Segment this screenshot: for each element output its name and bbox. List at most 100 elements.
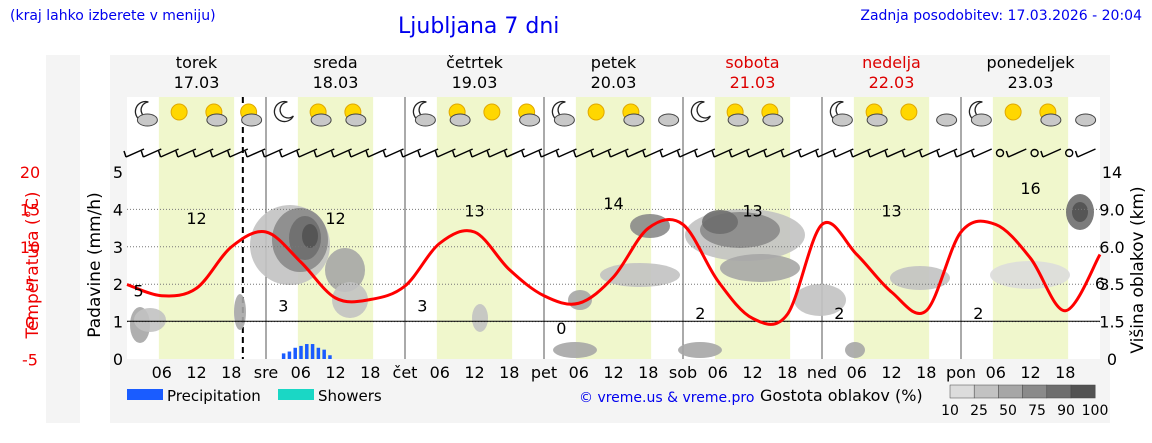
precip-axis-tick: 0	[113, 350, 123, 369]
precip-axis-tick: 1	[113, 313, 123, 332]
cloud-area	[600, 263, 680, 287]
hour-tick: 12	[742, 363, 762, 382]
density-legend-swatch	[1046, 384, 1072, 399]
cloud-area	[234, 294, 246, 330]
precip-legend-swatch	[127, 389, 163, 400]
daylight-band	[158, 97, 235, 359]
wind-barb-icon	[832, 148, 854, 158]
wind-barb-icon	[261, 148, 283, 158]
cloud-area	[332, 282, 368, 318]
precip-axis-label: Padavine (mm/h)	[85, 192, 105, 337]
cloud-axis-tick: 1.5	[1099, 313, 1124, 332]
wind-barb-icon	[123, 148, 145, 158]
precip-legend-label: Precipitation	[167, 387, 261, 405]
hour-tick: 06	[152, 363, 172, 382]
temp-label: 2	[834, 304, 844, 323]
wind-barb-icon	[711, 148, 733, 158]
precip-bar	[281, 353, 286, 359]
temp-label: 13	[742, 202, 762, 221]
cloud-axis-tick: 6.0	[1099, 238, 1124, 257]
day-name: torek	[176, 53, 218, 72]
wind-barb-icon	[434, 148, 456, 158]
temp-axis-tick: -5	[22, 351, 38, 370]
wind-barb-icon	[970, 148, 993, 158]
hour-tick: 06	[569, 363, 589, 382]
wind-calm-icon	[1030, 148, 1039, 158]
hour-tick: 12	[325, 363, 345, 382]
cloud-icon	[241, 113, 263, 127]
temp-label: 6	[1095, 274, 1105, 293]
wind-barb-icon	[348, 148, 370, 158]
wind-barb-icon	[1040, 148, 1062, 158]
temp-axis-tick: 10	[20, 238, 40, 257]
precip-bar	[287, 351, 292, 359]
wind-barb-icon	[763, 148, 785, 158]
cloud-icon	[1075, 113, 1097, 127]
wind-barb-icon	[1074, 148, 1096, 158]
cloud-icon	[345, 113, 367, 127]
temp-label: 5	[133, 282, 143, 301]
density-legend-title: Gostota oblakov (%)	[760, 386, 923, 405]
temp-label: 13	[464, 202, 484, 221]
sun-icon	[483, 103, 501, 121]
cloud-axis-label: Višina oblakov (km)	[1128, 186, 1148, 353]
hour-tick: 06	[847, 363, 867, 382]
density-legend-swatch	[998, 384, 1023, 399]
hour-tick: 06	[708, 363, 728, 382]
density-legend-value: 90	[1057, 403, 1075, 419]
wind-barb-icon	[867, 148, 889, 158]
wind-barb-icon	[313, 148, 335, 158]
wind-barb-icon	[503, 148, 525, 158]
hour-tick: 12	[881, 363, 901, 382]
wind-barb-icon	[1005, 148, 1027, 158]
wind-barb-icon	[469, 148, 491, 158]
sun-icon	[170, 103, 188, 121]
cloud-area	[678, 342, 722, 358]
temp-axis-tick: 20	[20, 163, 40, 182]
cloud-icon	[658, 113, 680, 127]
wind-barb-icon	[382, 148, 404, 158]
hour-tick: 18	[916, 363, 936, 382]
temp-label: 13	[881, 202, 901, 221]
density-legend-value: 50	[999, 403, 1017, 419]
hour-tick: 18	[1055, 363, 1075, 382]
wind-barb-icon	[624, 148, 647, 158]
temperature-line	[126, 218, 1102, 326]
cloud-icon	[414, 113, 436, 127]
cloud-area	[134, 308, 166, 332]
cloud-icon	[727, 113, 749, 127]
cloud-axis-tick: 3.5	[1099, 275, 1124, 294]
cloud-area	[845, 342, 865, 358]
header-note: (kraj lahko izberete v meniju)	[10, 8, 216, 24]
moon-icon	[690, 100, 711, 123]
day-abbr: sob	[669, 363, 697, 382]
wind-barb-icon	[746, 148, 768, 158]
day-name: ponedeljek	[987, 53, 1076, 72]
sun-icon	[900, 103, 918, 121]
day-name: petek	[591, 53, 637, 72]
hour-tick: 18	[638, 363, 658, 382]
wind-barb-icon	[694, 148, 716, 158]
wind-calm-icon	[995, 148, 1005, 158]
day-date: 20.03	[591, 73, 637, 92]
day-abbr: čet	[393, 363, 418, 382]
hour-tick: 18	[777, 363, 797, 382]
day-name: sreda	[313, 53, 357, 72]
cloud-icon	[1040, 113, 1062, 127]
wind-barb-icon	[278, 148, 301, 158]
cloud-area	[990, 261, 1070, 289]
wind-barb-icon	[227, 148, 249, 158]
wind-barb-icon	[642, 148, 664, 158]
temp-label: 14	[603, 194, 623, 213]
wind-barb-icon	[451, 148, 474, 158]
wind-barb-icon	[919, 148, 941, 158]
temp-label: 3	[278, 297, 288, 316]
precip-bar	[299, 345, 303, 359]
wind-barb-icon	[330, 148, 352, 158]
density-legend-swatch	[1022, 384, 1048, 399]
hour-tick: 06	[430, 363, 450, 382]
cloud-axis-tick: 0	[1107, 350, 1117, 369]
day-date: 18.03	[313, 73, 359, 92]
hour-tick: 12	[186, 363, 206, 382]
sun-icon	[1004, 103, 1022, 121]
